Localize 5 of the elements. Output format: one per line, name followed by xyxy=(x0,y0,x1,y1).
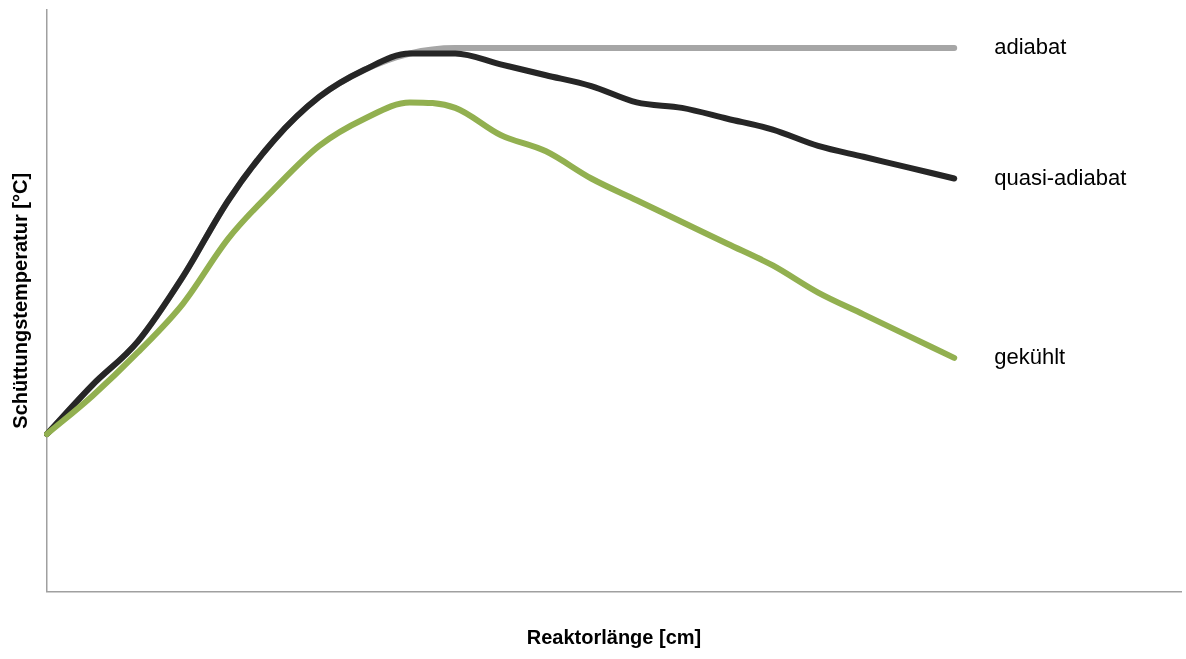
x-axis-title: Reaktorlänge [cm] xyxy=(526,625,702,648)
series-label: gekühlt xyxy=(994,343,1066,369)
series-label: quasi-adiabat xyxy=(994,164,1127,190)
series-label: adiabat xyxy=(994,34,1067,60)
y-axis-title: Schüttungstemperatur [°C] xyxy=(8,172,31,429)
